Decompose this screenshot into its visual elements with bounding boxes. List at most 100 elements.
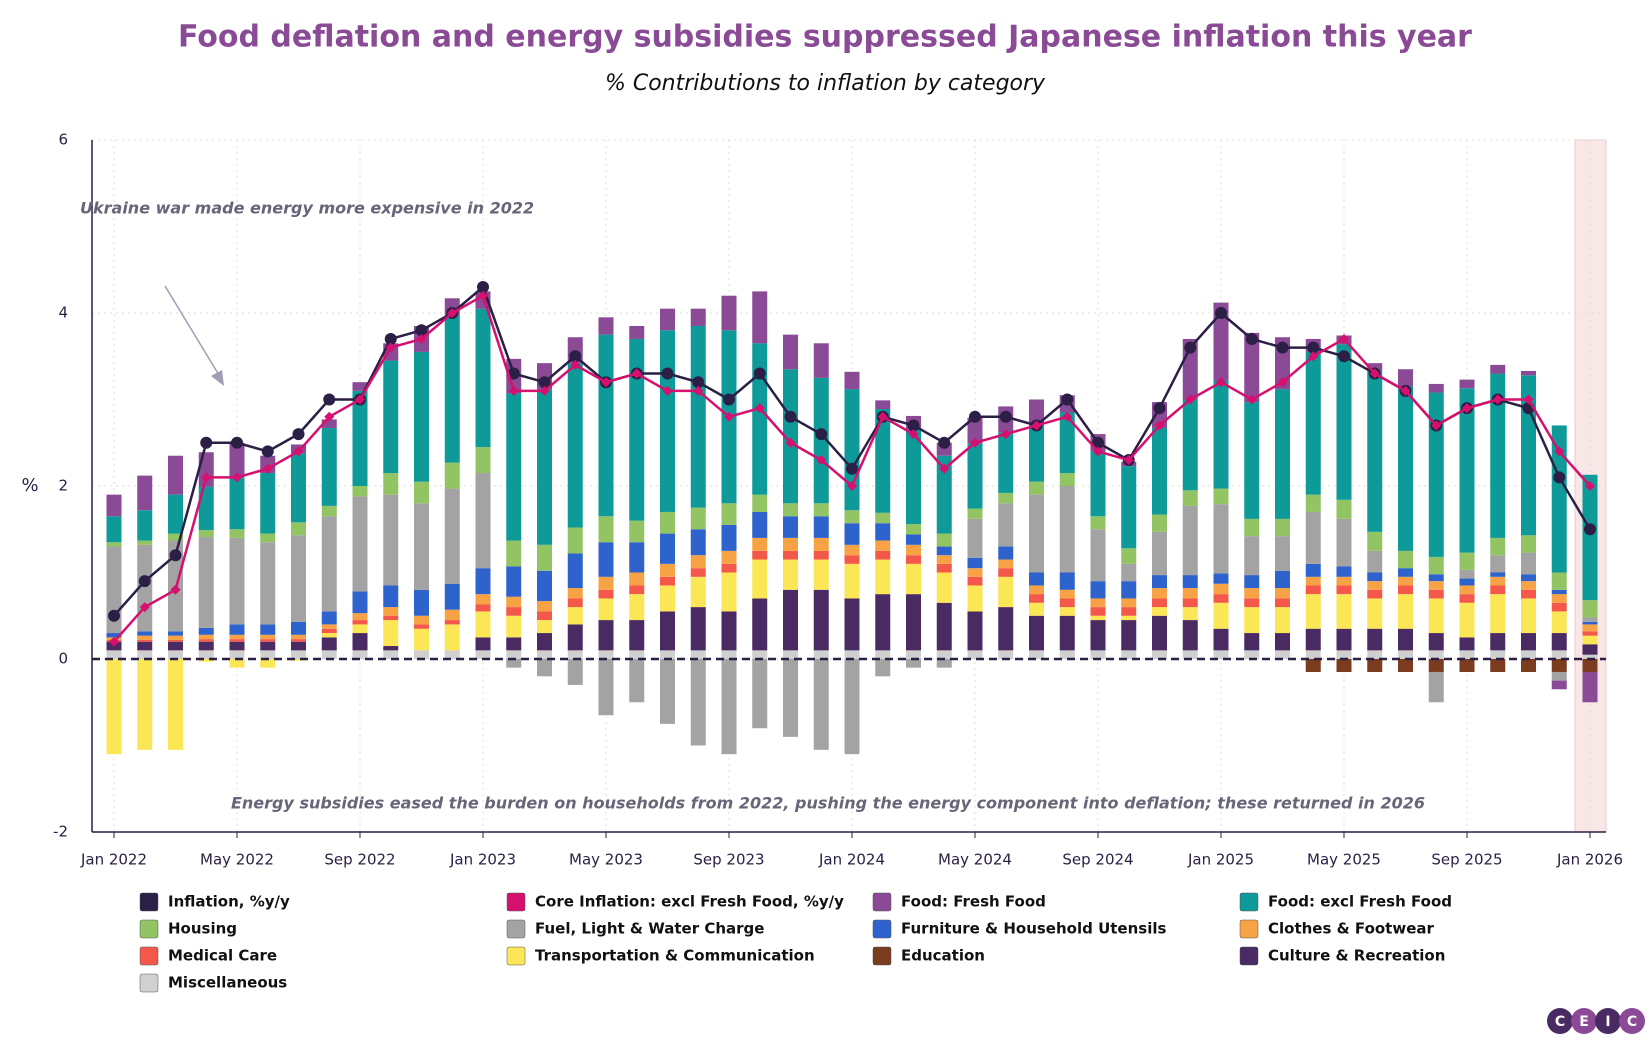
bar-segment <box>844 523 860 545</box>
bar-segment <box>1521 659 1536 672</box>
bar-segment <box>1090 516 1106 530</box>
bar-segment <box>813 503 829 517</box>
bar-segment <box>1459 585 1475 595</box>
bar-segment <box>906 555 921 564</box>
annotation-arrow <box>164 285 223 381</box>
y-tick-label: -2 <box>53 823 68 841</box>
line-marker <box>1523 394 1534 405</box>
bar-segment <box>1029 399 1044 426</box>
logo-circle <box>1619 1008 1645 1034</box>
bar-segment <box>844 563 860 599</box>
bar-segment <box>1152 514 1167 532</box>
bar-segment <box>1059 572 1075 590</box>
legend-label: Education <box>901 947 985 965</box>
bar-segment <box>998 492 1014 504</box>
bar-segment <box>660 330 675 512</box>
bar-segment <box>1244 536 1260 576</box>
bar-segment <box>1090 598 1106 608</box>
bar-segment <box>352 633 368 651</box>
bar-segment <box>936 602 952 651</box>
bar-segment <box>936 533 952 547</box>
legend-label: Clothes & Footwear <box>1268 920 1435 938</box>
bar-segment <box>291 621 306 635</box>
bar-segment <box>475 604 491 612</box>
line-marker <box>293 446 304 457</box>
bar-segment <box>1551 659 1567 672</box>
bar-segment <box>106 494 122 517</box>
line-marker <box>785 437 796 448</box>
bar-segment <box>321 650 337 659</box>
bar-segment <box>629 325 645 339</box>
line-marker <box>816 455 827 466</box>
y-tick-label: 0 <box>58 650 68 668</box>
bar-segment <box>690 308 706 326</box>
bar-segment <box>1428 581 1444 590</box>
bar-segment <box>137 475 153 511</box>
line-marker <box>201 472 212 483</box>
legend-swatch <box>506 946 526 966</box>
line-marker <box>1246 394 1257 405</box>
bar-segment <box>936 455 952 534</box>
bar-segment <box>168 494 183 534</box>
bar-segment <box>1428 383 1444 393</box>
bar-segment <box>690 529 706 556</box>
bar-segment <box>936 659 952 668</box>
annotation-arrowhead <box>211 370 224 386</box>
bar-segment <box>875 559 891 595</box>
bar-segment <box>1121 615 1137 621</box>
bar-segment <box>137 650 153 659</box>
bar-segment <box>444 650 460 659</box>
line-marker <box>384 332 397 345</box>
bar-segment <box>813 559 829 590</box>
bar-segment <box>168 635 183 640</box>
line-marker <box>200 436 213 449</box>
bar-segment <box>1090 607 1106 616</box>
x-tick-label: Sep 2025 <box>1431 851 1502 869</box>
bar-segment <box>998 546 1014 560</box>
bar-segment <box>690 325 706 508</box>
legend-label: Housing <box>168 920 237 938</box>
bar-segment <box>567 588 583 599</box>
line-marker <box>1123 455 1134 466</box>
x-tick-label: Jan 2022 <box>80 851 147 869</box>
bar-segment <box>721 572 737 612</box>
bar-segment <box>629 650 645 659</box>
bar-segment <box>1428 671 1444 703</box>
bar-segment <box>383 615 399 621</box>
bar-segment <box>198 641 214 651</box>
bar-segment <box>1152 650 1167 659</box>
bar-segment <box>260 473 276 534</box>
bar-segment <box>1490 576 1506 586</box>
bar-segment <box>475 568 491 595</box>
x-tick-label: Sep 2024 <box>1062 851 1133 869</box>
bar-segment <box>506 596 522 608</box>
legend-label: Food: excl Fresh Food <box>1268 893 1452 911</box>
bar-segment <box>1244 650 1260 659</box>
bar-segment <box>1244 332 1260 403</box>
bar-segment <box>1582 600 1598 618</box>
bar-segment <box>383 607 399 616</box>
bar-segment <box>1305 576 1321 586</box>
bar-segment <box>1367 550 1383 573</box>
bar-segment <box>629 572 645 586</box>
bar-segment <box>383 620 399 647</box>
bar-segment <box>1336 576 1352 586</box>
line-marker <box>1431 420 1442 431</box>
bar-segment <box>813 343 829 378</box>
bar-segment <box>106 659 122 755</box>
line-marker <box>1185 394 1196 405</box>
bar-segment <box>291 535 306 622</box>
bar-segment <box>1459 659 1475 672</box>
bar-segment <box>629 520 645 543</box>
bar-segment <box>844 650 860 659</box>
bar-segment <box>1398 659 1413 672</box>
bar-segment <box>1029 602 1044 616</box>
x-tick-label: Jan 2024 <box>818 851 885 869</box>
bar-segment <box>998 568 1014 577</box>
bar-segment <box>875 550 891 560</box>
bar-segment <box>1121 620 1137 651</box>
bar-segment <box>260 641 276 651</box>
bar-segment <box>752 343 768 495</box>
bar-segment <box>1490 594 1506 634</box>
bar-segment <box>1305 563 1321 577</box>
